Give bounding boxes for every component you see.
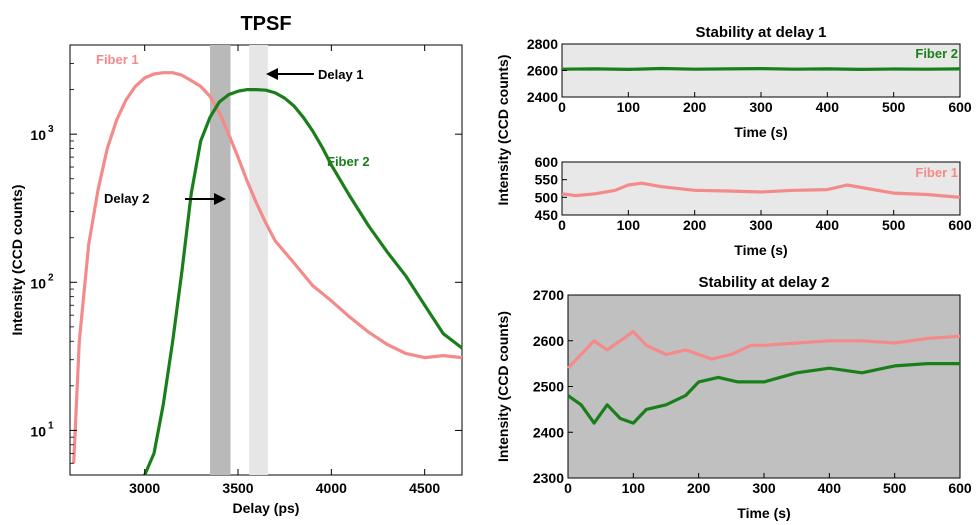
delay1-fiber2-ytick-label: 2400 [527, 89, 558, 105]
delay1-arrowhead [266, 68, 278, 80]
tpsf-xlabel: Delay (ps) [233, 500, 300, 516]
delay2-arrowhead [214, 193, 226, 205]
delay2-plot-area [567, 294, 961, 479]
delay1-fiber1-xtick-label: 200 [683, 217, 707, 233]
delay1-fiber1-xtick-label: 0 [558, 217, 566, 233]
delay2-series-fiber-1 [566, 330, 961, 370]
delay1-fiber1-xtick-label: 600 [948, 217, 972, 233]
tpsf-xtick-label: 3500 [222, 480, 253, 496]
delay2-xtick-label: 100 [622, 480, 646, 496]
delay2-xtick-label: 200 [687, 480, 711, 496]
delay1-fiber1-series-fiber-1 [561, 181, 961, 199]
delay1-fiber1-xlabel: Time (s) [734, 242, 787, 258]
delay1-fiber1-ytick-label: 550 [535, 172, 559, 188]
delay1-fiber2-ytick-label: 2600 [527, 63, 558, 79]
tpsf-ytick-label: 10 [30, 127, 46, 143]
tpsf-ylabel: Intensity (CCD counts) [9, 185, 25, 336]
delay2-xtick-label: 400 [818, 480, 842, 496]
delay2-chart: 0 100 200 300 400 500 60023002400250026002700 … [495, 274, 972, 521]
tpsf-xtick-label: 4000 [316, 480, 347, 496]
delay1-fiber1-plot-area [561, 161, 961, 216]
tpsf-series-fiber-1 [72, 71, 463, 464]
delay2-xtick-label: 600 [948, 480, 972, 496]
annotation-delay2: Delay 2 [104, 191, 150, 206]
delay1-fiber1-ytick-label: 500 [535, 189, 559, 205]
delay1-fiber2-xtick-label: 500 [882, 99, 906, 115]
delay1-fiber2-xtick-label: 400 [816, 99, 840, 115]
annotation-fiber2: Fiber 2 [327, 154, 370, 169]
delay2-ytick-label: 2600 [533, 333, 564, 349]
delay1-fiber2-xtick-label: 200 [683, 99, 707, 115]
delay1-fiber1-ytick-label: 450 [535, 207, 559, 223]
delay2-ytick-label: 2500 [533, 379, 564, 395]
delay1-fiber2-chart: 0 100 200 300 400 500 600 2400 2600 2800 Stabilit… [527, 24, 972, 140]
delay1-fiber1-ytick-label: 600 [535, 154, 559, 170]
tpsf-ytick-label: 10 [30, 423, 46, 439]
band-delay-2 [210, 45, 231, 475]
tpsf-xtick-label: 3000 [129, 480, 160, 496]
tpsf-xtick-label: 4500 [409, 480, 440, 496]
tpsf-ytick-exponent: 1 [48, 420, 54, 431]
delay1-fiber1-xtick-label: 100 [617, 217, 641, 233]
delay1-fiber2-xtick-label: 300 [749, 99, 773, 115]
delay1-fiber1-xtick-label: 500 [882, 217, 906, 233]
annotation-fiber1: Fiber 1 [96, 52, 139, 67]
delay1-fiber2-xtick-label: 600 [948, 99, 972, 115]
delay2-xtick-label: 500 [883, 480, 907, 496]
delay1-fiber1-xtick-label: 400 [816, 217, 840, 233]
delay1-fiber1-xtick-label: 300 [749, 217, 773, 233]
delay1-fiber2-xtick-label: 0 [558, 99, 566, 115]
delay2-xlabel: Time (s) [737, 505, 790, 521]
delay1-fiber2-ytick-label: 2800 [527, 36, 558, 52]
tpsf-ytick-label: 10 [30, 275, 46, 291]
delay2-ytick-label: 2300 [533, 470, 564, 486]
delay2-title: Stability at delay 2 [699, 274, 830, 291]
delay2-ytick-label: 2700 [533, 287, 564, 303]
delay2-ylabel: Intensity (CCD counts) [495, 311, 511, 462]
delay2-series-fiber-2 [567, 362, 960, 425]
delay1-fiber2-series-fiber-2 [561, 66, 961, 71]
tpsf-series-fiber-2 [143, 88, 463, 476]
delay2-xtick-label: 300 [752, 480, 776, 496]
delay2-xtick-label: 0 [564, 480, 572, 496]
tpsf-ytick-exponent: 2 [48, 272, 54, 283]
legend-fiber2: Fiber 2 [915, 46, 958, 61]
tpsf-title: TPSF [240, 13, 291, 35]
delay2-ytick-label: 2400 [533, 424, 564, 440]
band-delay-1 [249, 45, 268, 475]
delay1-shared-ylabel: Intensity (CCD counts) [495, 55, 511, 206]
delay1-fiber2-xtick-label: 100 [617, 99, 641, 115]
legend-fiber1: Fiber 1 [915, 165, 958, 180]
annotation-delay1: Delay 1 [318, 67, 364, 82]
delay1-fiber2-xlabel: Time (s) [734, 124, 787, 140]
tpsf-ytick-exponent: 3 [48, 124, 54, 135]
delay1-title: Stability at delay 1 [696, 24, 827, 41]
